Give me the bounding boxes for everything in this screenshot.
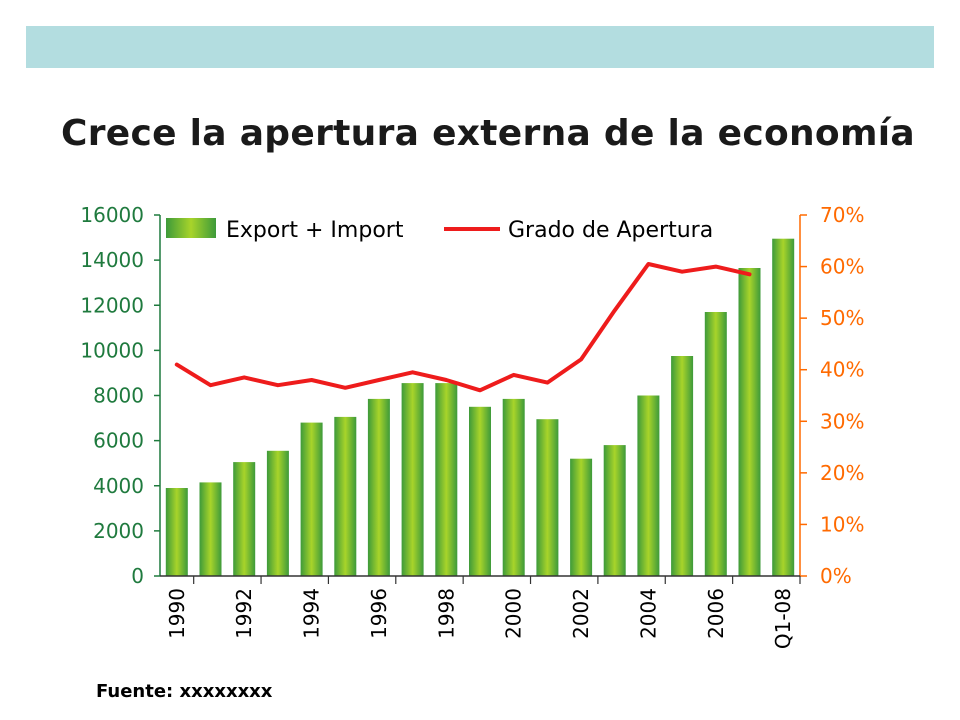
- y-left-tick-label: 6000: [93, 429, 144, 453]
- bar-1992: [233, 462, 256, 576]
- bar-1993: [266, 450, 289, 576]
- y-left-tick-label: 12000: [80, 293, 144, 317]
- x-tick-label: Q1-08: [771, 588, 795, 649]
- source-note: Fuente: xxxxxxxx: [96, 681, 273, 702]
- bar-Q1-08: [772, 238, 795, 576]
- bar-2005: [671, 356, 694, 576]
- x-tick-label: 1998: [434, 588, 458, 639]
- header-band: [26, 26, 934, 68]
- legend-label-line: Grado de Apertura: [508, 218, 713, 243]
- bar-2001: [536, 419, 559, 576]
- y-left-tick-label: 16000: [80, 203, 144, 227]
- legend-swatch-bars: [166, 218, 216, 238]
- x-tick-label: 1996: [367, 588, 391, 639]
- y-left-tick-label: 2000: [93, 519, 144, 543]
- legend-label-bars: Export + Import: [226, 218, 404, 243]
- y-left-tick-label: 10000: [80, 338, 144, 362]
- bar-2000: [502, 398, 525, 576]
- y-right-tick-label: 40%: [820, 358, 864, 382]
- y-right-tick-label: 30%: [820, 409, 864, 433]
- y-right-tick-label: 20%: [820, 461, 864, 485]
- y-left-tick-label: 0: [131, 564, 144, 588]
- bar-2003: [603, 445, 626, 576]
- slide-title: Crece la apertura externa de la economía: [60, 113, 916, 154]
- x-tick-label: 1992: [232, 588, 256, 639]
- x-tick-label: 2002: [569, 588, 593, 639]
- line-series: [174, 262, 752, 393]
- legend: Export + Import Grado de Apertura: [166, 218, 713, 243]
- y-right-tick-label: 10%: [820, 512, 864, 536]
- y-right-tick-label: 60%: [820, 255, 864, 279]
- line-grado-de-apertura: [174, 262, 752, 393]
- y-left-tick-label: 14000: [80, 248, 144, 272]
- y-right-tick-label: 0%: [820, 564, 852, 588]
- y-right-tick-label: 50%: [820, 306, 864, 330]
- bar-1990: [165, 488, 188, 576]
- x-tick-label: 2004: [636, 588, 660, 639]
- bar-2004: [637, 395, 660, 576]
- x-tick-label: 1994: [300, 588, 324, 639]
- bar-2006: [704, 312, 727, 576]
- bar-series: [165, 238, 795, 576]
- bar-1991: [199, 482, 222, 576]
- y-right-tick-label: 70%: [820, 203, 864, 227]
- chart-axes: 0 2000 4000 6000 8000 10000 12000 14000 16000 0% 1…: [80, 203, 864, 649]
- bar-1998: [435, 383, 458, 576]
- bar-1995: [334, 416, 357, 576]
- bar-2002: [570, 458, 593, 576]
- x-tick-label: 2000: [502, 588, 526, 639]
- bar-1997: [401, 383, 424, 576]
- bar-2007: [738, 268, 761, 576]
- y-left-tick-label: 4000: [93, 474, 144, 498]
- x-tick-label: 2006: [704, 588, 728, 639]
- bar-1999: [469, 406, 491, 576]
- y-left-tick-label: 8000: [93, 384, 144, 408]
- bar-1996: [367, 398, 390, 576]
- x-tick-label: 1990: [165, 588, 189, 639]
- bar-1994: [300, 422, 323, 576]
